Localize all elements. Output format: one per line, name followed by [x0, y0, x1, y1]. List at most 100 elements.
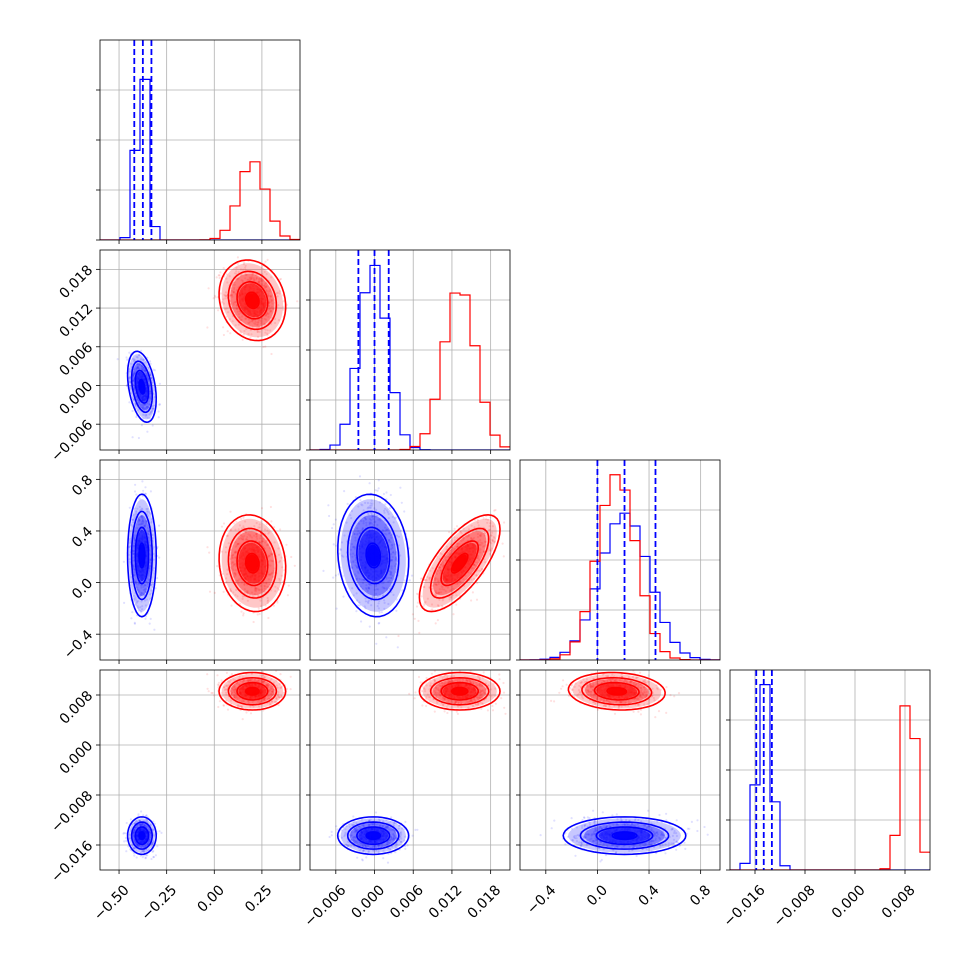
sample-point: [390, 553, 393, 556]
series-a-density-fill: [366, 544, 380, 567]
histogram-content: [520, 460, 720, 660]
sample-point: [271, 559, 274, 563]
sample-point: [355, 579, 358, 582]
sample-point: [141, 408, 145, 411]
sample-point: [242, 525, 245, 528]
sample-point: [132, 368, 136, 371]
sample-point: [332, 576, 335, 579]
series-a-contour: [138, 542, 146, 569]
sample-point: [151, 841, 154, 844]
sample-point: [428, 578, 431, 581]
sample-point: [143, 413, 146, 417]
sample-point: [356, 599, 359, 602]
sample-point: [390, 571, 393, 574]
sample-point: [444, 558, 447, 561]
sample-point: [490, 547, 493, 550]
sample-point: [244, 530, 247, 533]
sample-point: [247, 318, 250, 321]
sample-point: [243, 534, 246, 538]
sample-point: [375, 584, 378, 588]
sample-point: [387, 576, 391, 579]
sample-point: [262, 323, 266, 326]
sample-point: [133, 513, 136, 516]
sample-point: [236, 307, 239, 310]
sample-point: [358, 577, 361, 581]
sample-point: [150, 376, 153, 380]
sample-point: [226, 573, 229, 576]
sample-point: [267, 573, 270, 576]
sample-point: [434, 578, 437, 581]
sample-point: [144, 522, 148, 525]
sample-point: [250, 277, 253, 280]
sample-point: [269, 290, 272, 293]
sample-point: [131, 409, 134, 413]
sample-point: [368, 599, 371, 602]
sample-point: [131, 436, 134, 439]
sample-point: [258, 523, 261, 526]
sample-point: [147, 378, 150, 381]
sample-point: [266, 600, 269, 603]
sample-point: [281, 695, 284, 698]
sample-point: [341, 554, 344, 557]
sample-point: [246, 591, 249, 595]
sample-point: [334, 574, 337, 577]
sample-point: [469, 572, 473, 575]
sample-point: [385, 636, 388, 639]
histogram-panel-2: [516, 459, 721, 664]
sample-point: [257, 321, 260, 324]
sample-point: [267, 294, 270, 297]
sample-point: [257, 325, 260, 328]
sample-point: [238, 578, 241, 581]
sample-point: [134, 581, 137, 584]
sample-point: [137, 518, 140, 521]
sample-point: [261, 664, 263, 666]
sample-point: [153, 396, 156, 399]
sample-point: [150, 518, 153, 521]
sample-point: [390, 567, 393, 570]
sample-point: [352, 560, 355, 563]
sample-point: [240, 315, 244, 318]
sample-point: [378, 517, 381, 521]
sample-point: [130, 617, 133, 620]
sample-point: [419, 577, 423, 580]
sample-point: [440, 591, 443, 594]
sample-point: [439, 568, 442, 572]
sample-point: [510, 514, 512, 516]
sample-point: [269, 583, 272, 586]
sample-point: [128, 376, 131, 379]
sample-point: [144, 588, 147, 591]
sample-point: [441, 604, 444, 607]
sample-point: [338, 552, 341, 555]
histogram-content: [100, 40, 300, 240]
sample-point: [137, 401, 140, 404]
sample-point: [135, 493, 138, 496]
sample-point: [141, 413, 144, 416]
sample-point: [225, 273, 228, 276]
sample-point: [265, 582, 268, 585]
sample-point: [490, 542, 493, 545]
sample-point: [482, 545, 485, 548]
sample-point: [248, 593, 251, 596]
sample-point: [439, 551, 442, 555]
sample-point: [282, 305, 285, 308]
sample-point: [272, 575, 275, 578]
sample-point: [233, 683, 236, 687]
sample-point: [479, 541, 482, 544]
sample-point: [143, 845, 146, 849]
sample-point: [258, 541, 261, 544]
sample-point: [263, 584, 266, 588]
sample-point: [232, 553, 235, 556]
sample-point: [388, 540, 391, 543]
sample-point: [154, 854, 157, 857]
scatter-panel-2-0: [96, 459, 301, 664]
sample-point: [141, 405, 144, 408]
sample-point: [240, 517, 243, 521]
sample-point: [149, 390, 152, 393]
sample-point: [391, 574, 394, 578]
sample-point: [136, 843, 139, 846]
sample-point: [234, 324, 237, 327]
sample-point: [244, 317, 247, 320]
panel-frame: [309, 459, 511, 661]
sample-point: [453, 527, 456, 530]
sample-point: [434, 583, 437, 586]
